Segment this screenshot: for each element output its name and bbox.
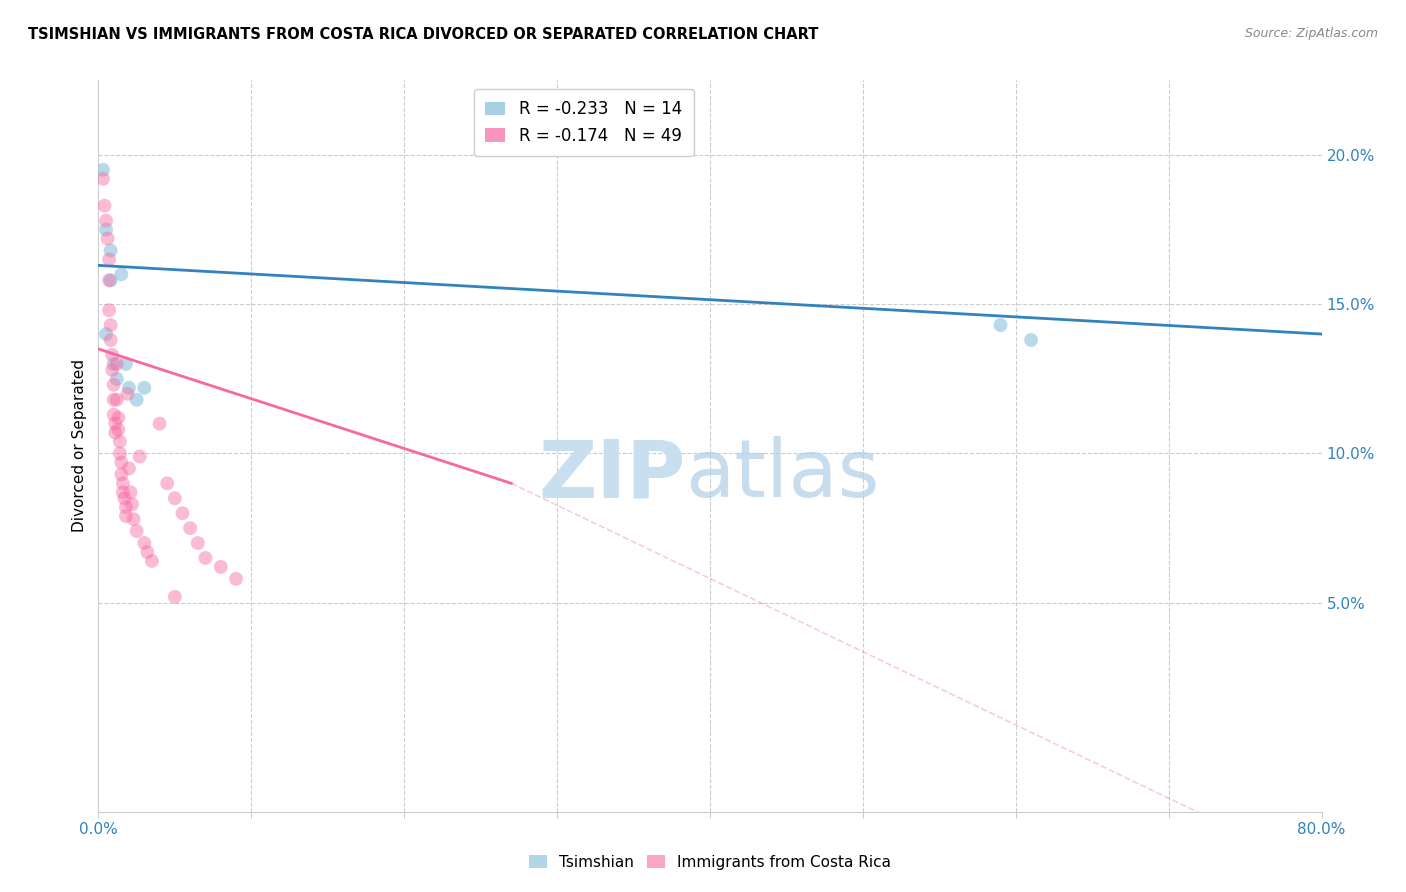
Point <box>103 377 125 392</box>
Point <box>104 425 127 440</box>
Point <box>128 450 150 464</box>
Point <box>194 551 217 566</box>
Point <box>108 446 131 460</box>
Point <box>121 497 143 511</box>
Point <box>110 467 132 482</box>
Point <box>105 372 128 386</box>
Point <box>163 590 186 604</box>
Point <box>98 303 121 318</box>
Point <box>990 318 1012 332</box>
Point <box>107 423 129 437</box>
Point <box>120 485 142 500</box>
Point <box>100 333 122 347</box>
Point <box>187 536 209 550</box>
Point <box>125 392 148 407</box>
Point <box>112 491 135 506</box>
Point <box>108 434 131 449</box>
Point <box>149 417 172 431</box>
Point <box>136 545 159 559</box>
Point <box>105 392 128 407</box>
Point <box>98 252 121 267</box>
Point <box>225 572 247 586</box>
Point <box>91 171 114 186</box>
Point <box>115 500 138 515</box>
Point <box>93 199 115 213</box>
Point <box>172 506 194 520</box>
Point <box>111 485 134 500</box>
Point <box>105 357 128 371</box>
Point <box>94 222 117 236</box>
Point <box>103 357 125 371</box>
Point <box>1019 333 1042 347</box>
Point <box>97 231 120 245</box>
Point <box>101 363 124 377</box>
Point <box>94 213 117 227</box>
Point <box>104 417 127 431</box>
Point <box>125 524 148 538</box>
Point <box>107 410 129 425</box>
Point <box>118 381 141 395</box>
Point <box>110 268 132 282</box>
Point <box>100 273 122 287</box>
Point <box>141 554 163 568</box>
Text: TSIMSHIAN VS IMMIGRANTS FROM COSTA RICA DIVORCED OR SEPARATED CORRELATION CHART: TSIMSHIAN VS IMMIGRANTS FROM COSTA RICA … <box>28 27 818 42</box>
Point <box>134 536 156 550</box>
Point <box>100 244 122 258</box>
Text: Source: ZipAtlas.com: Source: ZipAtlas.com <box>1244 27 1378 40</box>
Point <box>115 357 138 371</box>
Point <box>117 386 139 401</box>
Point <box>94 326 117 341</box>
Point <box>163 491 186 506</box>
Text: atlas: atlas <box>686 436 880 515</box>
Point <box>110 455 132 469</box>
Point <box>118 461 141 475</box>
Point <box>100 318 122 332</box>
Point <box>91 162 114 177</box>
Point <box>103 392 125 407</box>
Legend: Tsimshian, Immigrants from Costa Rica: Tsimshian, Immigrants from Costa Rica <box>522 847 898 877</box>
Point <box>134 381 156 395</box>
Y-axis label: Divorced or Separated: Divorced or Separated <box>72 359 87 533</box>
Point <box>98 273 121 287</box>
Point <box>115 509 138 524</box>
Point <box>111 476 134 491</box>
Point <box>179 521 201 535</box>
Point <box>101 348 124 362</box>
Point <box>209 560 232 574</box>
Point <box>156 476 179 491</box>
Point <box>122 512 145 526</box>
Point <box>103 408 125 422</box>
Text: ZIP: ZIP <box>538 436 686 515</box>
